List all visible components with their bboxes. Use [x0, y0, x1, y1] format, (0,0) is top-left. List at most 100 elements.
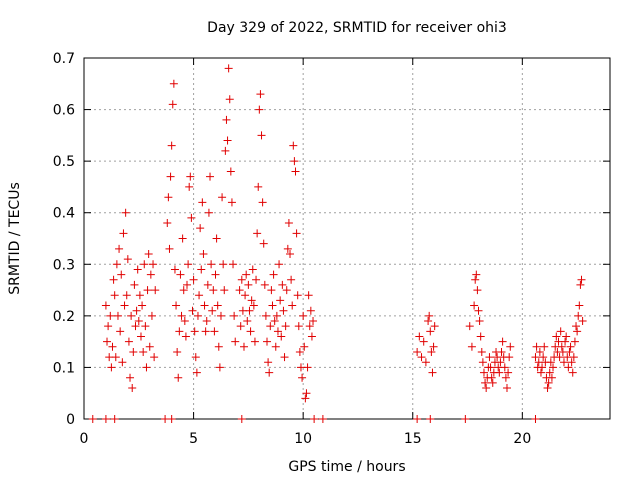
data-point: [241, 291, 250, 300]
data-point: [549, 363, 558, 372]
data-point: [119, 229, 128, 238]
data-point: [506, 342, 515, 351]
axis-ticks: 0 0.1 0.2 0.3 0.4 0.5 0.6 0.7 0 5 10 15 20: [53, 51, 610, 447]
data-point: [568, 368, 577, 377]
data-point: [573, 327, 582, 336]
data-point: [177, 311, 186, 320]
data-point: [424, 317, 433, 326]
data-point: [557, 342, 566, 351]
data-point: [230, 311, 239, 320]
data-point: [421, 358, 430, 367]
data-point: [303, 363, 312, 372]
data-point: [235, 286, 244, 295]
data-point: [189, 275, 198, 284]
data-point: [143, 286, 152, 295]
data-point: [287, 275, 296, 284]
data-point: [497, 347, 506, 356]
data-point: [144, 249, 153, 258]
data-point: [472, 270, 481, 279]
data-points: [88, 64, 587, 423]
data-point: [474, 306, 483, 315]
data-point: [280, 353, 289, 362]
data-point: [117, 270, 126, 279]
data-point: [214, 342, 223, 351]
data-point: [169, 79, 178, 88]
x-tick-label: 5: [189, 431, 198, 447]
data-point: [263, 337, 272, 346]
data-point: [146, 270, 155, 279]
y-axis-title: SRMTID / TECUs: [7, 182, 23, 295]
data-point: [265, 368, 274, 377]
data-point: [248, 265, 257, 274]
data-point: [186, 172, 195, 181]
data-point: [237, 275, 246, 284]
data-point: [477, 347, 486, 356]
data-point: [301, 394, 310, 403]
data-point: [138, 301, 147, 310]
data-point: [227, 198, 236, 207]
data-point: [259, 239, 268, 248]
data-point: [556, 327, 565, 336]
data-point: [261, 311, 270, 320]
data-point: [289, 141, 298, 150]
data-point: [210, 327, 219, 336]
data-point: [208, 306, 217, 315]
data-point: [309, 317, 318, 326]
data-point: [266, 322, 275, 331]
data-point: [574, 311, 583, 320]
data-point: [103, 337, 112, 346]
data-point: [562, 332, 571, 341]
y-tick-label: 0.1: [53, 360, 75, 376]
data-point: [292, 229, 301, 238]
data-point: [101, 415, 110, 423]
data-point: [272, 311, 281, 320]
data-point: [193, 311, 202, 320]
data-point: [110, 415, 119, 423]
data-point: [213, 301, 222, 310]
data-point: [545, 368, 554, 377]
data-point: [195, 291, 204, 300]
data-point: [167, 141, 176, 150]
data-point: [470, 301, 479, 310]
data-point: [108, 342, 117, 351]
data-point: [136, 332, 145, 341]
data-point: [220, 286, 229, 295]
data-point: [578, 317, 587, 326]
data-point: [126, 373, 135, 382]
data-point: [237, 415, 246, 423]
data-point: [124, 337, 133, 346]
data-point: [181, 332, 190, 341]
data-point: [531, 353, 540, 362]
data-point: [216, 311, 225, 320]
data-point: [116, 327, 125, 336]
data-point: [184, 260, 193, 269]
data-point: [267, 286, 276, 295]
data-point: [139, 347, 148, 356]
data-point: [302, 389, 311, 398]
data-point: [547, 373, 556, 382]
data-point: [473, 286, 482, 295]
data-point: [577, 275, 586, 284]
data-point: [219, 260, 228, 269]
data-point: [505, 353, 514, 362]
data-point: [187, 213, 196, 222]
data-point: [201, 327, 210, 336]
data-point: [293, 291, 302, 300]
data-point: [254, 182, 263, 191]
data-point: [270, 317, 279, 326]
data-point: [481, 378, 490, 387]
data-point: [212, 234, 221, 243]
x-tick-label: 20: [513, 431, 531, 447]
data-point: [118, 358, 127, 367]
data-point: [552, 332, 561, 341]
data-point: [151, 286, 160, 295]
data-point: [244, 280, 253, 289]
data-point: [164, 193, 173, 202]
data-point: [107, 363, 116, 372]
data-point: [179, 286, 188, 295]
data-point: [134, 317, 143, 326]
x-tick-label: 10: [294, 431, 312, 447]
data-point: [197, 265, 206, 274]
data-point: [113, 311, 122, 320]
data-point: [174, 373, 183, 382]
